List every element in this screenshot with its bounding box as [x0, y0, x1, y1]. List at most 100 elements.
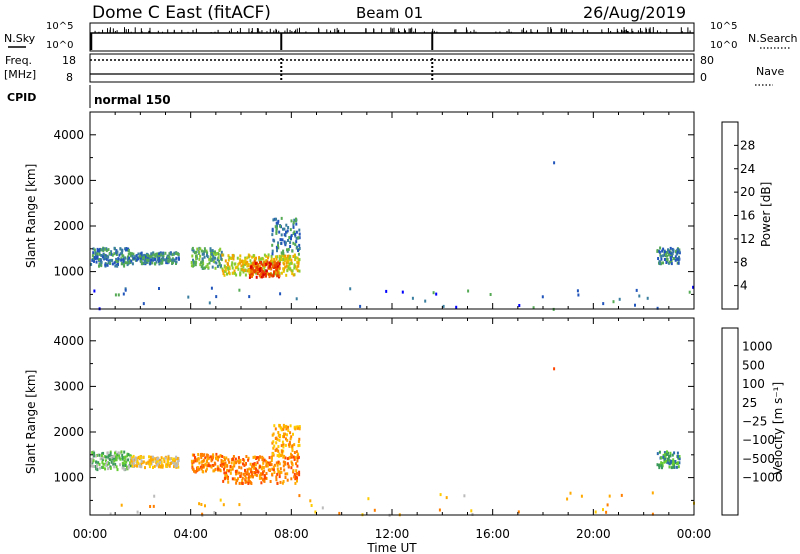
range-time-cell [161, 258, 164, 262]
colorbar-tick-label: −500 [742, 452, 775, 466]
range-time-cell [142, 456, 145, 459]
range-time-cell [676, 249, 678, 253]
range-time-cell [173, 465, 175, 469]
range-time-cell [278, 257, 281, 261]
range-time-cell [132, 462, 135, 465]
range-time-cell [298, 269, 301, 273]
range-time-cell [105, 455, 108, 459]
range-time-cell [669, 454, 672, 458]
range-time-cell [290, 460, 293, 464]
range-time-cell [158, 257, 161, 260]
range-time-cell [294, 243, 297, 247]
range-time-cell [293, 458, 296, 461]
range-time-cell [220, 459, 223, 462]
range-time-cell [169, 462, 172, 465]
range-time-cell [278, 472, 281, 476]
range-time-cell [192, 259, 194, 263]
range-time-cell [291, 272, 294, 276]
range-time-cell [411, 296, 414, 300]
range-time-cell [658, 466, 661, 470]
range-time-cell [282, 252, 285, 256]
range-time-cell [192, 459, 195, 463]
range-time-cell [150, 252, 153, 256]
range-time-cell [674, 258, 677, 262]
range-time-cell [204, 456, 207, 460]
range-time-cell [206, 455, 209, 459]
range-time-cell [175, 252, 178, 255]
range-time-cell [298, 437, 301, 441]
range-time-cell [295, 222, 298, 226]
range-time-cell [275, 230, 278, 233]
range-time-cell [288, 256, 290, 260]
range-time-cell [285, 425, 288, 429]
range-time-cell [256, 266, 258, 269]
range-time-cell [211, 464, 214, 467]
range-time-cell [207, 266, 210, 270]
range-time-cell [109, 450, 112, 454]
range-time-cell [155, 252, 158, 256]
range-time-cell [198, 461, 201, 465]
range-time-cell [123, 450, 126, 454]
range-time-cell [224, 461, 227, 465]
range-time-cell [106, 461, 108, 464]
range-time-cell [116, 468, 119, 472]
range-time-cell [338, 511, 341, 515]
range-time-cell [244, 258, 247, 262]
range-time-cell [275, 447, 278, 451]
range-time-cell [223, 458, 226, 462]
range-time-cell [289, 431, 292, 435]
range-time-cell [198, 250, 201, 254]
range-time-cell [286, 438, 289, 442]
range-time-cell [278, 266, 281, 270]
range-time-cell [678, 249, 681, 253]
range-time-cell [144, 255, 147, 259]
range-time-cell [289, 257, 292, 261]
colorbar-tick-label: −100 [742, 433, 775, 447]
range-time-cell [272, 465, 275, 469]
range-time-cell [121, 456, 124, 459]
range-time-cell [291, 454, 293, 458]
range-time-cell [201, 454, 204, 457]
range-time-cell [109, 512, 112, 516]
cpid-value: normal 150 [94, 93, 171, 107]
range-time-cell [145, 258, 148, 262]
range-time-cell [261, 458, 264, 462]
range-time-cell [273, 257, 276, 261]
range-time-cell [215, 452, 218, 456]
range-time-cell [200, 503, 203, 506]
nsearch-tick-bottom: 10^0 [710, 40, 737, 51]
range-time-cell [205, 469, 207, 473]
range-time-cell [292, 241, 295, 245]
range-time-cell [223, 273, 226, 277]
range-time-cell [129, 461, 132, 465]
range-time-cell [230, 263, 233, 267]
range-time-cell [120, 248, 123, 252]
range-time-cell [646, 296, 649, 300]
range-time-cell [107, 261, 110, 264]
range-time-cell [258, 267, 261, 271]
range-time-cell [294, 256, 297, 260]
range-time-cell [253, 462, 256, 466]
range-time-cell [664, 452, 667, 456]
range-time-cell [612, 300, 615, 304]
range-time-cell [265, 254, 268, 258]
range-time-cell [244, 480, 247, 484]
range-time-cell [157, 254, 160, 258]
nave-tick-bottom: 0 [700, 71, 707, 84]
range-time-cell [271, 452, 274, 456]
range-time-cell [242, 458, 245, 461]
range-time-cell [246, 256, 249, 260]
velocity-frame [89, 317, 695, 516]
range-time-cell [293, 263, 296, 267]
range-time-cell [435, 292, 438, 296]
range-time-cell [208, 261, 211, 265]
range-time-cell [190, 459, 193, 463]
range-time-cell [280, 258, 283, 261]
range-time-cell [196, 466, 199, 469]
range-time-cell [276, 467, 279, 471]
range-time-cell [232, 255, 235, 259]
range-time-cell [265, 274, 267, 278]
range-time-cell [93, 259, 95, 263]
range-time-cell [278, 475, 281, 479]
range-time-cell [661, 462, 664, 465]
